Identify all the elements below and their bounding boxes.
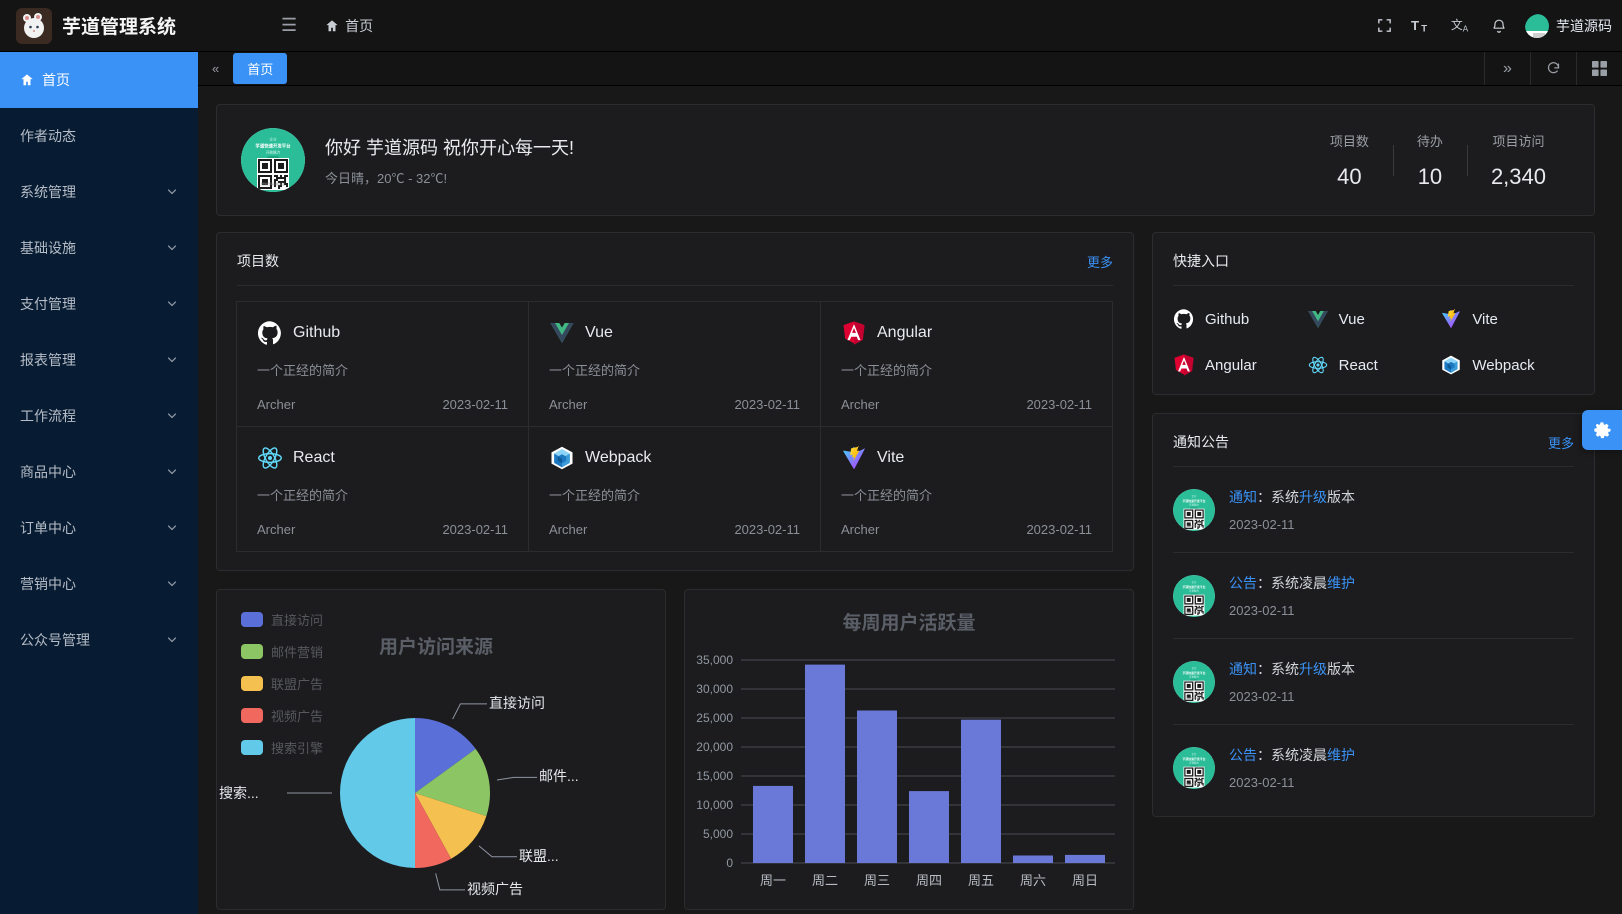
svg-text:芋道快速开发平台: 芋道快速开发平台 — [1182, 497, 1205, 502]
svg-text:周二: 周二 — [812, 873, 838, 888]
svg-text:A: A — [1463, 24, 1469, 33]
svg-text:芋道快速开发平台: 芋道快速开发平台 — [1182, 583, 1205, 588]
svg-text:视频广告: 视频广告 — [467, 881, 523, 897]
svg-text:微信扫码识别关注: 微信扫码识别关注 — [261, 181, 285, 186]
svg-text:15,000: 15,000 — [696, 769, 733, 783]
svg-text:周五: 周五 — [968, 873, 994, 888]
svg-text:企业: 企业 — [1192, 580, 1197, 584]
svg-text:0: 0 — [726, 856, 733, 870]
svg-text:T: T — [1411, 18, 1419, 33]
svg-text:35,000: 35,000 — [696, 653, 733, 667]
svg-text:文: 文 — [1451, 18, 1463, 32]
svg-text:20,000: 20,000 — [696, 740, 733, 754]
svg-text:开放能力: 开放能力 — [1189, 674, 1199, 678]
svg-text:开放能力: 开放能力 — [1189, 588, 1199, 592]
svg-text:企业: 企业 — [269, 137, 277, 142]
svg-text:T: T — [1421, 23, 1427, 34]
svg-text:企业: 企业 — [1192, 666, 1197, 670]
svg-text:10,000: 10,000 — [696, 798, 733, 812]
svg-text:联盟...: 联盟... — [519, 848, 559, 864]
svg-text:芋道快速开发平台: 芋道快速开发平台 — [1182, 755, 1205, 760]
svg-text:周日: 周日 — [1072, 873, 1098, 888]
svg-text:30,000: 30,000 — [696, 682, 733, 696]
svg-text:企业: 企业 — [1192, 752, 1197, 756]
svg-text:周六: 周六 — [1020, 873, 1046, 888]
svg-text:开放能力: 开放能力 — [1189, 760, 1199, 764]
svg-text:5,000: 5,000 — [703, 827, 733, 841]
svg-text:周四: 周四 — [916, 873, 942, 888]
svg-text:芋道快速开发平台: 芋道快速开发平台 — [1182, 669, 1205, 674]
svg-text:邮件...: 邮件... — [539, 768, 579, 784]
svg-text:搜索...: 搜索... — [219, 785, 259, 801]
svg-text:直接访问: 直接访问 — [489, 695, 545, 711]
svg-text:周三: 周三 — [864, 873, 890, 888]
svg-text:周一: 周一 — [760, 873, 786, 888]
svg-text:开放能力: 开放能力 — [266, 150, 281, 155]
svg-text:芋道快速开发平台: 芋道快速开发平台 — [255, 143, 291, 150]
svg-text:开放能力: 开放能力 — [1189, 502, 1199, 506]
svg-text:25,000: 25,000 — [696, 711, 733, 725]
svg-text:企业: 企业 — [1192, 494, 1197, 498]
